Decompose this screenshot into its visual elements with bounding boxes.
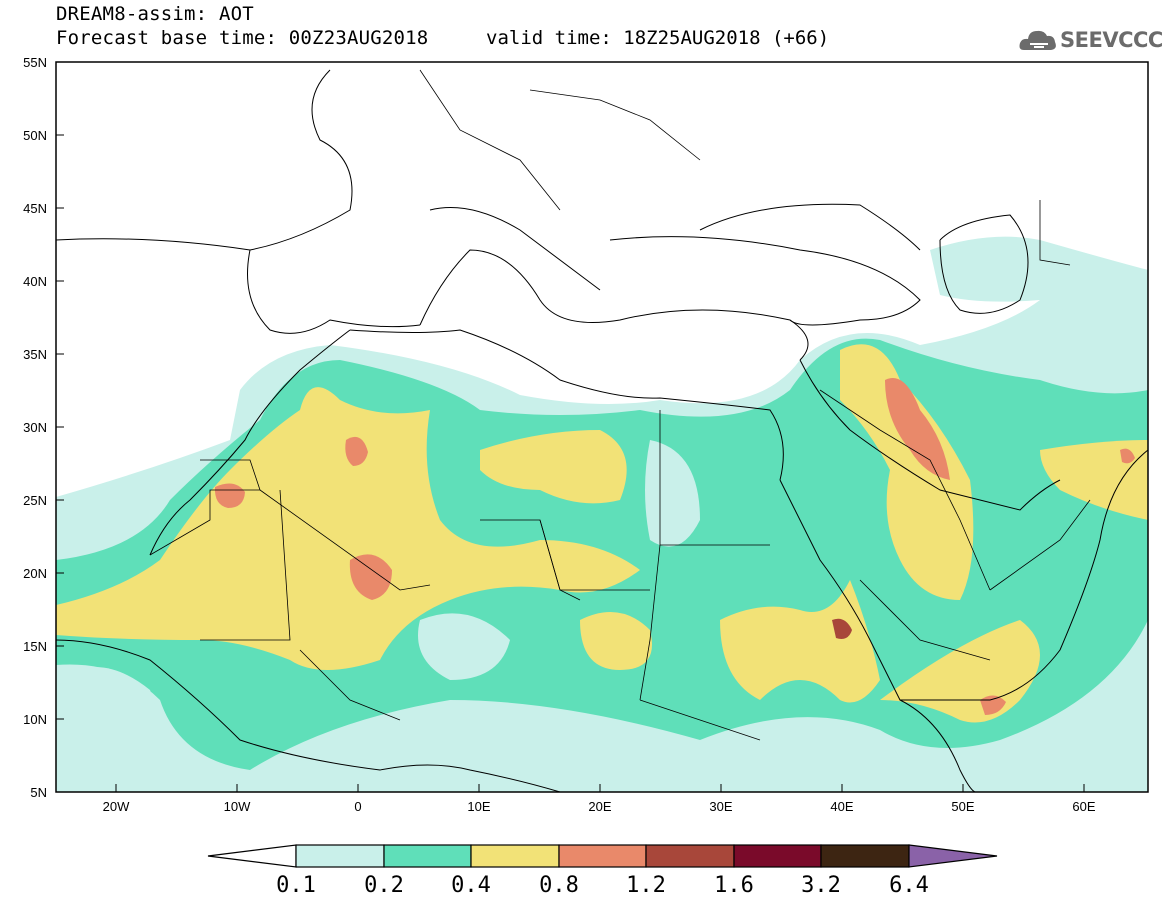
- lon-label: 20E: [588, 799, 611, 814]
- aot-field: [56, 236, 1148, 792]
- aot-band-0.4-libya: [480, 430, 627, 504]
- aot-hole-west: [60, 667, 156, 760]
- lon-label: 50E: [951, 799, 974, 814]
- aot-band-0.4-sahara: [56, 387, 640, 670]
- lon-label: 40E: [830, 799, 853, 814]
- colorbar-label: 1.2: [626, 873, 666, 898]
- lon-label: 10E: [467, 799, 490, 814]
- lat-label: 55N: [23, 55, 47, 70]
- colorbar-segment: [820, 844, 910, 868]
- colorbar-segment: [295, 844, 385, 868]
- colorbar: 0.1 0.2 0.4 0.8 1.2 1.6 3.2 6.4: [207, 844, 998, 898]
- lat-label: 35N: [23, 347, 47, 362]
- coastlines: [56, 69, 1148, 792]
- aot-band-0.8-algeria: [345, 436, 368, 466]
- colorbar-label: 1.6: [714, 873, 754, 898]
- lat-label: 15N: [23, 639, 47, 654]
- lon-label: 30E: [709, 799, 732, 814]
- colorbar-arrow-right: [908, 844, 998, 868]
- aot-hole-chad: [418, 613, 510, 680]
- colorbar-label: 0.2: [364, 873, 404, 898]
- lat-label: 40N: [23, 274, 47, 289]
- colorbar-label: 3.2: [801, 873, 841, 898]
- logo-text: SEEVCCC: [1060, 28, 1163, 52]
- lat-axis: 55N 50N 45N 40N 35N 30N 25N 20N 15N 10N …: [23, 55, 64, 800]
- aot-band-1.2-eritrea: [832, 618, 852, 639]
- map-title: DREAM8-assim: AOT: [56, 3, 254, 25]
- aot-band-0.4-redsea: [720, 580, 880, 703]
- lon-label: 20W: [103, 799, 130, 814]
- lon-axis: 20W 10W 0 10E 20E 30E 40E 50E 60E: [103, 784, 1096, 814]
- aot-band-0.4-gulf: [1040, 440, 1148, 520]
- aot-band-0.8-oman: [1120, 448, 1135, 464]
- aot-band-0.4-sudan: [580, 612, 652, 670]
- colorbar-segment: [645, 844, 735, 868]
- lat-label: 5N: [30, 785, 47, 800]
- lat-label: 30N: [23, 420, 47, 435]
- colorbar-label: 6.4: [889, 873, 929, 898]
- aot-band-0.1-north: [930, 236, 1148, 330]
- colorbar-segment: [470, 844, 560, 868]
- colorbar-segment: [558, 844, 647, 868]
- colorbar-segment: [733, 844, 822, 868]
- lat-label: 20N: [23, 566, 47, 581]
- aot-band-0.4-arabia: [840, 344, 974, 600]
- lat-label: 25N: [23, 493, 47, 508]
- colorbar-label: 0.8: [539, 873, 579, 898]
- aot-band-0.8-iraq: [885, 378, 950, 480]
- lon-label: 0: [354, 799, 361, 814]
- lat-label: 10N: [23, 712, 47, 727]
- colorbar-label: 0.4: [451, 873, 491, 898]
- lon-label: 10W: [224, 799, 251, 814]
- aot-hole-libya: [645, 440, 700, 547]
- aot-band-0.8-mali: [349, 554, 392, 600]
- valid-time: valid time: 18Z25AUG2018 (+66): [486, 27, 830, 49]
- lat-label: 45N: [23, 201, 47, 216]
- colorbar-arrow-left: [207, 844, 297, 868]
- forecast-base-time: Forecast base time: 00Z23AUG2018: [56, 27, 429, 49]
- colorbar-label: 0.1: [276, 873, 316, 898]
- borders: [149, 69, 1091, 741]
- lat-label: 50N: [23, 128, 47, 143]
- lon-label: 60E: [1072, 799, 1095, 814]
- colorbar-segment: [383, 844, 472, 868]
- cloud-icon: [1019, 30, 1056, 50]
